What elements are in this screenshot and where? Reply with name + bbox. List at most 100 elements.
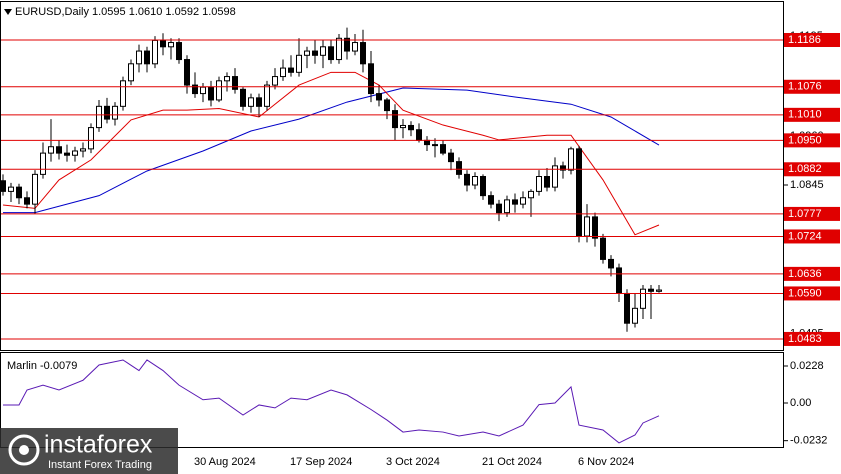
watermark-tagline: Instant Forex Trading: [48, 459, 152, 471]
candle-body: [440, 144, 446, 154]
candle-body: [528, 190, 534, 199]
candle-body: [352, 42, 358, 52]
level-label: 1.1010: [788, 109, 822, 121]
level-label: 1.0950: [788, 134, 822, 146]
candle-body: [320, 46, 326, 56]
line: [3, 87, 660, 214]
candle-body: [296, 54, 302, 73]
level-label: 1.0636: [788, 268, 822, 280]
candle-body: [600, 237, 606, 260]
candle-body: [8, 186, 14, 192]
candle-body: [368, 63, 374, 95]
candle-body: [72, 150, 78, 156]
candle-body: [80, 148, 86, 152]
candle-body: [424, 139, 430, 146]
candle-body: [360, 42, 366, 65]
candle-body: [288, 67, 294, 73]
candle-body: [112, 105, 118, 120]
candle-body: [312, 50, 318, 56]
y-tick-label: 1.0845: [790, 179, 824, 191]
candle-body: [560, 165, 566, 171]
candle-body: [584, 216, 590, 237]
candle-body: [392, 110, 398, 129]
candle-body: [488, 195, 494, 205]
candle-body: [16, 186, 22, 199]
candle-body: [88, 127, 94, 150]
x-tick-label: 21 Oct 2024: [482, 456, 542, 468]
candle-body: [64, 152, 70, 156]
candle-body: [648, 288, 654, 292]
level-label-box: [784, 331, 840, 346]
candle-body: [48, 146, 54, 154]
candle-body: [104, 105, 110, 120]
indicator-panel: [0, 352, 784, 448]
candle-body: [216, 80, 222, 101]
candle-body: [568, 148, 574, 171]
candle-body: [232, 76, 238, 90]
candle-body: [576, 148, 582, 237]
level-label-box: [784, 162, 840, 177]
x-tick-label: 6 Nov 2024: [578, 456, 634, 468]
candle-body: [184, 59, 190, 86]
candle-body: [456, 161, 462, 175]
candle-body: [152, 39, 158, 65]
candle-body: [416, 129, 422, 141]
candle-body: [656, 289, 662, 292]
candle-body: [552, 165, 558, 188]
watermark-logo-dot: [19, 445, 29, 455]
watermark-brand: instaforex: [44, 431, 153, 459]
level-label: 1.1186: [788, 34, 821, 46]
candle-body: [376, 93, 382, 101]
candle-body: [272, 76, 278, 86]
candle-body: [120, 80, 126, 107]
candle-body: [136, 50, 142, 65]
y-tick-label: -0.0232: [790, 435, 827, 447]
level-label: 1.1076: [788, 81, 822, 93]
candle-body: [536, 176, 542, 192]
x-tick-label: 17 Sep 2024: [290, 456, 352, 468]
candle-body: [280, 67, 286, 78]
indicator-title: Marlin -0.0079: [7, 360, 77, 372]
candle-body: [56, 146, 62, 154]
level-label: 1.0724: [788, 230, 822, 242]
candle-body: [608, 258, 614, 269]
menu-triangle: [4, 9, 12, 15]
candle-body: [496, 203, 502, 214]
candle-body: [168, 42, 174, 48]
candle-body: [344, 37, 350, 52]
main-panel: [0, 1, 784, 351]
candle-body: [248, 97, 254, 107]
candle-body: [472, 176, 478, 186]
candle-body: [176, 42, 182, 61]
y-tick-label: 0.0228: [790, 360, 824, 372]
candle-body: [592, 216, 598, 239]
candle-body: [632, 307, 638, 324]
y-tick-label: 0.00: [790, 397, 811, 409]
level-label-box: [784, 32, 840, 47]
candle-body: [432, 144, 438, 147]
candle-body: [96, 105, 102, 129]
candle-body: [208, 86, 214, 101]
level-label-box: [784, 229, 840, 244]
level-label-box: [784, 79, 840, 94]
watermark-logo: [8, 434, 40, 466]
x-tick-label: 3 Oct 2024: [386, 456, 440, 468]
candle-body: [264, 84, 270, 107]
candle-body: [256, 97, 262, 107]
candle-body: [40, 152, 46, 175]
candle-body: [408, 124, 414, 131]
level-label-box: [784, 107, 840, 122]
candle-body: [224, 76, 230, 82]
level-label: 1.0777: [788, 208, 822, 220]
candle-body: [24, 197, 30, 205]
candle-body: [544, 176, 550, 188]
level-label: 1.0882: [788, 163, 822, 175]
candle-body: [304, 50, 310, 56]
candle-body: [200, 86, 206, 95]
candle-body: [520, 197, 526, 205]
candle-body: [160, 39, 166, 48]
candle-body: [504, 199, 510, 214]
level-label-box: [784, 133, 840, 148]
